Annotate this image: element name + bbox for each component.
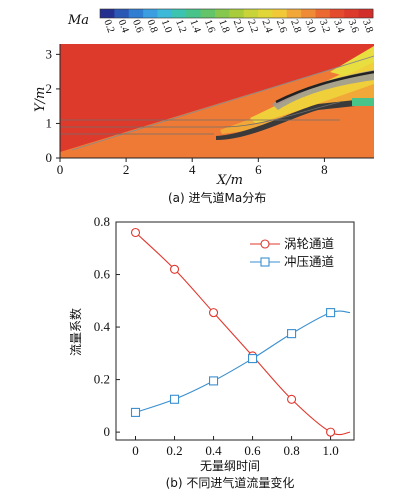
colorbar-tick-label: 0.8 xyxy=(144,18,159,34)
series-point-circle xyxy=(326,427,336,437)
mach-y-tick-label: 0 xyxy=(46,150,53,165)
flow-x-tick-label: 0.6 xyxy=(244,443,261,458)
colorbar-swatch xyxy=(329,9,345,18)
colorbar-tick-label: 1.8 xyxy=(216,18,231,34)
flow-y-axis-label: 流量系数 xyxy=(68,308,83,356)
flow-y-tick-label: 0.6 xyxy=(94,267,111,282)
colorbar-swatch xyxy=(286,9,302,18)
mach-x-tick-label: 0 xyxy=(57,162,64,177)
colorbar-tick-label: 3.8 xyxy=(360,18,375,34)
colorbar-swatch xyxy=(157,9,173,18)
colorbar-tick-label: 2.2 xyxy=(245,18,260,34)
flow-x-tick-label: 0.4 xyxy=(205,443,222,458)
post-shock-region xyxy=(60,56,374,158)
mach-colorbar xyxy=(99,8,374,19)
colorbar-swatch xyxy=(128,9,144,18)
colorbar-tick-label: 0.2 xyxy=(101,18,116,34)
colorbar-swatch xyxy=(272,9,288,18)
series-point-square xyxy=(130,407,141,417)
colorbar-swatch xyxy=(186,9,201,18)
colorbar-tick-label: 2.4 xyxy=(259,18,274,35)
series-line-1 xyxy=(135,310,351,413)
flow-y-tick-label: 0.2 xyxy=(94,372,110,387)
mach-x-tick-label: 4 xyxy=(189,162,196,177)
series-point-circle xyxy=(208,308,219,318)
flow-y-tick-label: 0 xyxy=(104,424,111,439)
series-point-circle xyxy=(287,394,297,404)
colorbar-tick-label: 3.2 xyxy=(317,18,332,34)
colorbar-swatch xyxy=(243,9,259,18)
flow-y-tick-label: 0.4 xyxy=(94,319,111,334)
cowl-lip xyxy=(272,70,374,110)
colorbar-tick-label: 3.0 xyxy=(303,18,318,34)
series-point-square xyxy=(208,376,219,386)
colorbar-tick-label: 2.6 xyxy=(274,18,289,34)
colorbar-tick-label: 1.4 xyxy=(188,18,203,35)
colorbar-swatch xyxy=(301,9,316,18)
colorbar-tick-label: 2.0 xyxy=(231,18,246,34)
legend-label: 涡轮通道 xyxy=(284,236,335,251)
legend-label: 冲压通道 xyxy=(284,254,335,269)
mach-x-tick-label: 8 xyxy=(321,162,328,177)
duct-exit-region xyxy=(352,98,374,106)
mach-y-tick-label: 2 xyxy=(46,81,53,96)
colorbar-tick-label: 1.0 xyxy=(159,18,174,34)
legend-marker xyxy=(260,239,270,249)
colorbar-tick-label: 0.4 xyxy=(116,18,131,35)
colorbar-tick-label: 1.2 xyxy=(173,18,188,34)
panel-a-caption: (a) 进气道Ma分布 xyxy=(168,190,266,205)
series-point-square xyxy=(248,354,258,364)
colorbar-swatch xyxy=(171,9,187,18)
colorbar-swatch xyxy=(143,9,158,18)
mach-y-tick-label: 3 xyxy=(46,46,53,61)
series-point-circle xyxy=(130,227,141,238)
flow-x-tick-label: 0 xyxy=(132,443,139,458)
legend-marker xyxy=(260,257,270,267)
ramp-wall xyxy=(216,98,374,140)
colorbar-swatch xyxy=(229,9,245,18)
series-point-circle xyxy=(169,264,180,274)
mach-x-axis-label: X/m xyxy=(216,173,243,188)
flow-x-tick-label: 1.0 xyxy=(322,443,338,458)
colorbar-border xyxy=(99,8,374,19)
colorbar-swatch xyxy=(358,9,374,18)
cowl-outline xyxy=(275,70,374,104)
colorbar-tick-label: 3.6 xyxy=(346,18,361,34)
flow-axes: 0 0.2 0.4 0.6 0.8 1.0 0 0.2 0.4 0.6 0.8 xyxy=(94,214,339,458)
colorbar-title: Ma xyxy=(67,13,89,28)
colorbar-swatch xyxy=(315,9,331,18)
streamline-2 xyxy=(60,101,341,128)
colorbar-tick-label: 3.4 xyxy=(331,18,346,35)
colorbar-swatch xyxy=(200,9,216,18)
colorbar-tick-label: 1.6 xyxy=(202,18,217,34)
series-point-square xyxy=(169,394,180,404)
colorbar-swatch xyxy=(344,9,360,18)
mach-contour-panel: Ma 0.2 0.4 0.6 0.8 1.0 1.2 1.4 1.6 1.8 2.0 2.2 2.4 2… xyxy=(33,8,375,205)
mach-axes: 0 2 4 6 8 0 1 2 3 xyxy=(46,44,374,177)
plot-frame xyxy=(115,221,355,441)
series-point-square xyxy=(326,308,336,318)
flow-x-tick-label: 0.2 xyxy=(166,443,182,458)
colorbar-swatch xyxy=(114,9,130,18)
mach-x-tick-label: 6 xyxy=(255,162,262,177)
colorbar-swatch xyxy=(258,9,273,18)
mach-y-tick-label: 1 xyxy=(46,115,53,130)
cowl-tip-region xyxy=(330,46,374,76)
colorbar-tick-labels: 0.2 0.4 0.6 0.8 1.0 1.2 1.4 1.6 1.8 2.0 2.2 2.4 2.6 2… xyxy=(101,18,374,35)
flow-x-axis-label: 无量纲时间 xyxy=(200,459,260,473)
colorbar-tick-label: 0.6 xyxy=(130,18,145,34)
colorbar-swatch xyxy=(214,9,230,18)
flow-y-tick-label: 0.8 xyxy=(94,214,110,229)
mach-y-axis-label: Y/m xyxy=(33,87,48,112)
mach-x-tick-label: 2 xyxy=(123,162,130,177)
flow-x-tick-label: 0.8 xyxy=(283,443,299,458)
mach-field xyxy=(60,44,374,158)
colorbar-swatch xyxy=(100,9,115,18)
colorbar-tick-label: 2.8 xyxy=(288,18,303,34)
series-point-square xyxy=(287,329,297,339)
panel-b-caption: (b) 不同进气道流量变化 xyxy=(166,475,295,490)
